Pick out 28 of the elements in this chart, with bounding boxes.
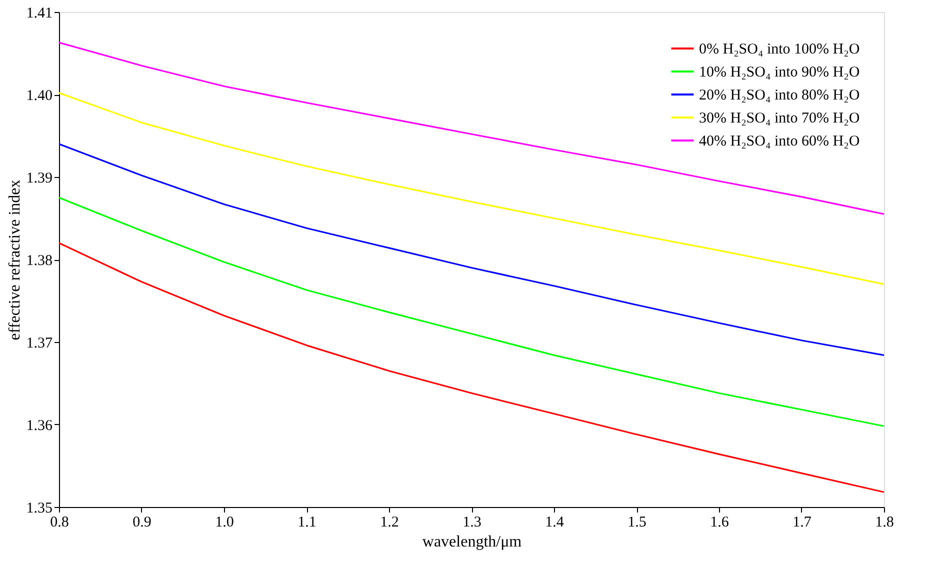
x-tick-label: 1.8	[875, 514, 894, 530]
x-tick-label: 1.3	[462, 514, 482, 530]
y-tick-label: 1.41	[26, 6, 52, 22]
y-tick-label: 1.37	[26, 336, 53, 352]
x-tick-label: 1.2	[380, 514, 399, 530]
x-tick-label: 1.7	[792, 514, 812, 530]
legend-label: 0% H₂SO₄ into 100% H₂O	[699, 42, 860, 58]
line-series	[59, 196, 884, 427]
y-tick-label: 1.40	[26, 88, 52, 104]
x-tick-label: 1.4	[545, 514, 564, 530]
y-tick-label: 1.39	[26, 170, 52, 186]
line-series	[59, 42, 884, 215]
x-tick-label: 1.1	[298, 514, 316, 530]
x-tick-label: 0.9	[132, 514, 152, 530]
y-axis-title: effective refractive index	[6, 180, 24, 340]
x-axis-title: wavelength/μm	[422, 534, 522, 550]
y-tick-label: 1.36	[26, 418, 53, 434]
x-tick-label: 0.8	[50, 514, 69, 530]
legend-label: 30% H₂SO₄ into 70% H₂O	[699, 110, 860, 126]
y-tick-label: 1.38	[26, 253, 52, 269]
y-tick-label: 1.35	[26, 500, 52, 516]
legend-label: 20% H₂SO₄ into 80% H₂O	[699, 88, 860, 104]
x-tick-label: 1.6	[710, 514, 730, 530]
x-tick-label: 1.0	[215, 514, 234, 530]
legend-label: 10% H₂SO₄ into 90% H₂O	[699, 64, 860, 80]
x-tick-label: 1.5	[628, 514, 646, 530]
line-series	[59, 242, 884, 493]
legend-label: 40% H₂SO₄ into 60% H₂O	[699, 134, 860, 150]
